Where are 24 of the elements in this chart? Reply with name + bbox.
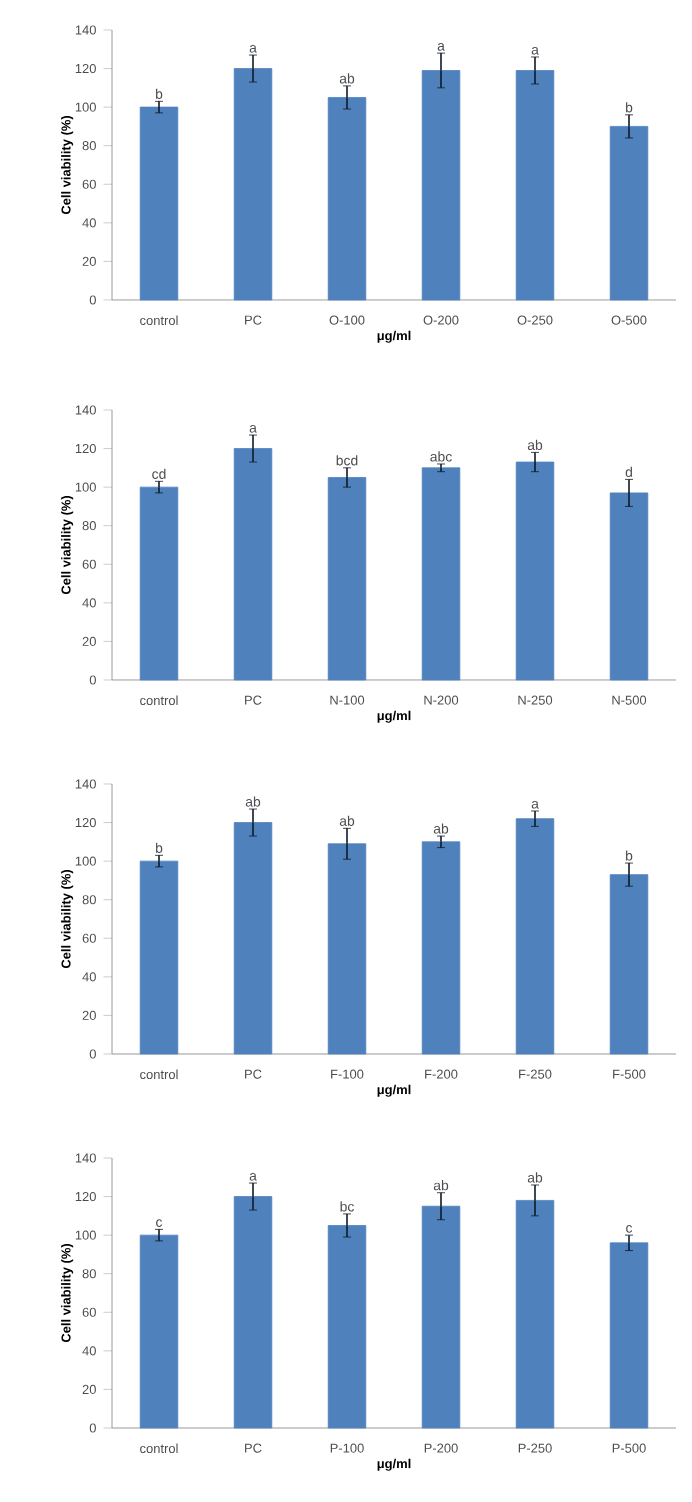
bar [233, 448, 273, 681]
bar [421, 467, 461, 681]
bar [515, 818, 555, 1055]
bar [609, 1242, 649, 1429]
bar [139, 486, 179, 681]
bar [233, 822, 273, 1055]
bar [421, 70, 461, 301]
bar [327, 477, 367, 681]
bar [515, 461, 555, 681]
bar [139, 1234, 179, 1429]
bar [139, 106, 179, 301]
bar [233, 68, 273, 301]
bar [515, 70, 555, 301]
bar [327, 97, 367, 301]
bar [327, 843, 367, 1055]
bar [327, 1225, 367, 1429]
bar [233, 1196, 273, 1429]
bar [609, 492, 649, 681]
bar [421, 1205, 461, 1429]
bar [421, 841, 461, 1055]
bar [609, 126, 649, 301]
bar [139, 860, 179, 1055]
bar [609, 874, 649, 1055]
bar [515, 1200, 555, 1429]
